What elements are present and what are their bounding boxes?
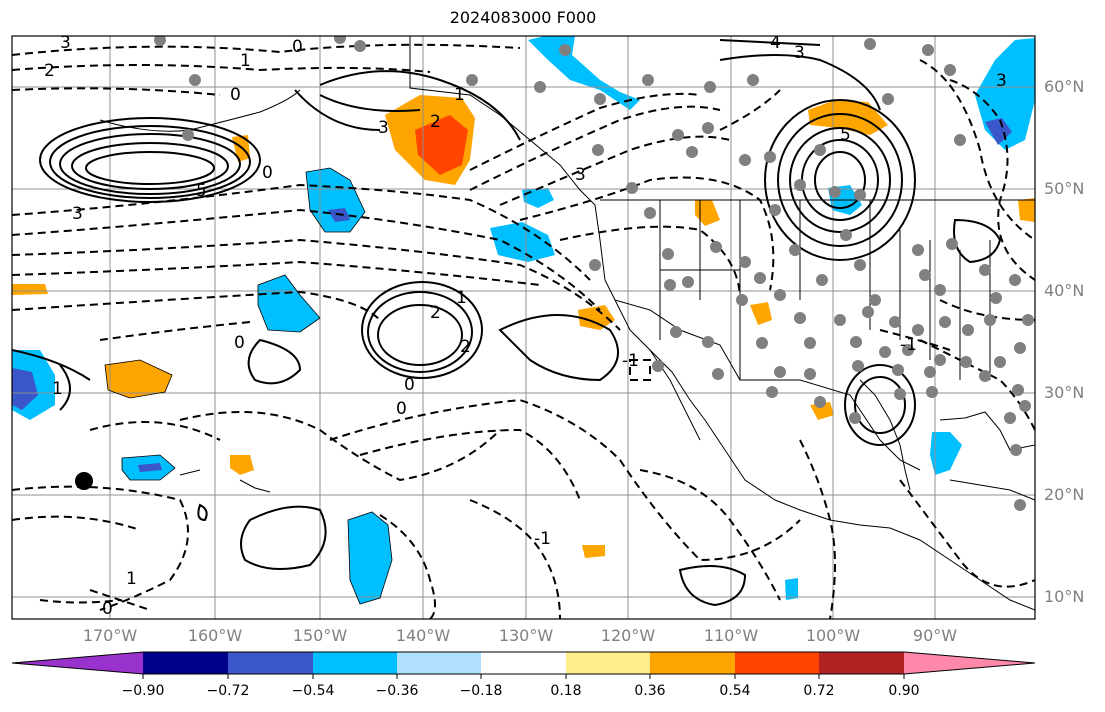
lon-label: 110°W: [703, 626, 759, 645]
contour-label: -1: [534, 529, 551, 549]
colorbar-segment: [313, 652, 397, 674]
contour-label: 0: [396, 399, 407, 419]
lon-label: 140°W: [395, 626, 451, 645]
colorbar-segment: [481, 652, 566, 674]
solid-contours: [12, 39, 1002, 607]
colorbar-segment: [228, 652, 313, 674]
colorbar-tick-label: −0.90: [121, 683, 165, 699]
lat-label: 50°N: [1044, 179, 1085, 198]
contour-label: 2: [430, 303, 441, 323]
contour-label: 0: [404, 375, 415, 395]
contour-label: 0: [292, 37, 303, 57]
lat-lon-grid: [12, 36, 1035, 619]
lon-label: 100°W: [805, 626, 861, 645]
lat-label: 20°N: [1044, 485, 1085, 504]
contour-label: 3: [575, 165, 586, 185]
contour-label: 3: [378, 118, 389, 138]
colorbar-tick-label: 0.36: [634, 683, 666, 699]
colorbar-segment: [12, 652, 143, 674]
contour-label: 0: [262, 163, 273, 183]
lon-label: 120°W: [600, 626, 656, 645]
colorbar-segment: [904, 652, 1035, 674]
contour-label: 0: [102, 599, 113, 619]
colorbar-segment: [650, 652, 735, 674]
colorbar-tick-label: −0.18: [459, 683, 503, 699]
shade-outlines: [104, 167, 393, 605]
colorbar-tick-label: −0.36: [375, 683, 419, 699]
contour-label: 0: [230, 85, 241, 105]
lon-label: 90°W: [912, 626, 958, 645]
contour-label: 0: [234, 333, 245, 353]
colorbar-segment: [397, 652, 481, 674]
map-frame: [11, 35, 1036, 620]
contour-label: 1: [454, 85, 465, 105]
contour-label: 1: [126, 569, 137, 589]
colorbar-tick-label: −0.54: [291, 683, 335, 699]
contour-label: 5: [840, 125, 851, 145]
lon-label: 130°W: [498, 626, 554, 645]
colorbar-tick-label: −0.72: [206, 683, 250, 699]
lon-label: 150°W: [292, 626, 348, 645]
contour-label: 1: [52, 379, 63, 399]
contour-label: 2: [44, 61, 55, 81]
contour-label: 5: [196, 181, 207, 201]
map-title: 2024083000 F000: [449, 8, 597, 27]
contour-label: 2: [460, 337, 471, 357]
contour-label: 1: [240, 51, 251, 71]
colorbar-segment: [735, 652, 819, 674]
colorbar-tick-label: 0.90: [888, 683, 920, 699]
contour-label: -1: [900, 335, 917, 355]
dashed-contours: [12, 43, 1035, 619]
contour-label: -1: [622, 351, 639, 371]
shaded-anomaly-areas: [12, 36, 1035, 604]
contour-label: 3: [996, 71, 1007, 91]
colorbar-tick-label: 0.18: [550, 683, 582, 699]
contour-label: 3: [72, 204, 83, 224]
colorbar-tick-label: 0.54: [719, 683, 751, 699]
contour-label: 1: [456, 288, 467, 308]
contour-label: 3: [794, 43, 805, 63]
contour-label: 3: [60, 33, 71, 53]
lat-label: 30°N: [1044, 383, 1085, 402]
colorbar-segment: [143, 652, 228, 674]
lat-label: 60°N: [1044, 77, 1085, 96]
colorbar-segment: [566, 652, 650, 674]
station-dots: [154, 36, 1034, 511]
colorbar: [11, 651, 1036, 679]
lon-label: 160°W: [187, 626, 243, 645]
contour-label-group: 3 2 1 0 0 3 2 1 5 3 0 3 5 2 1 0 2 -1 1 0…: [44, 33, 1007, 619]
lat-label: 40°N: [1044, 281, 1085, 300]
lon-label: 170°W: [82, 626, 138, 645]
colorbar-segment: [819, 652, 904, 674]
contour-label: 4: [770, 33, 781, 53]
marker-dot: [75, 472, 93, 490]
colorbar-tick-label: 0.72: [803, 683, 835, 699]
lat-label: 10°N: [1044, 587, 1085, 606]
contour-label: 2: [430, 112, 441, 132]
